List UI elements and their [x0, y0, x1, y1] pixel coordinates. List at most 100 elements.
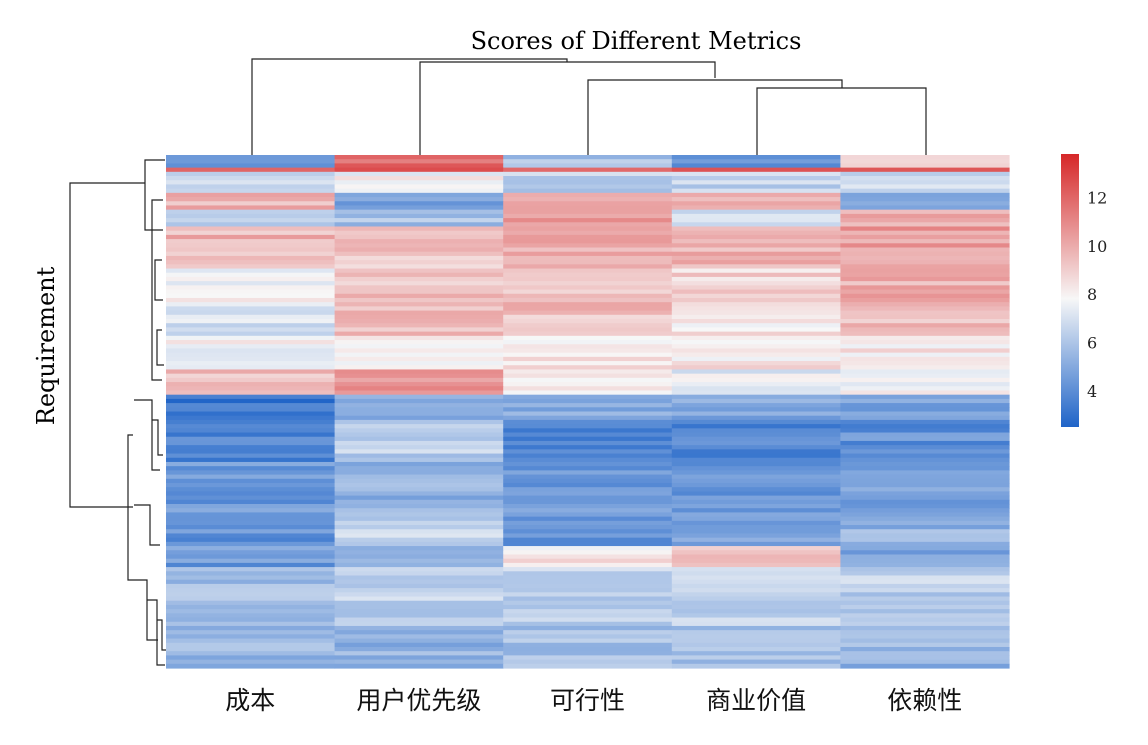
- heatmap-cell: [503, 348, 673, 354]
- heatmap-cell: [503, 188, 673, 194]
- heatmap-cell: [840, 411, 1010, 417]
- heatmap-cell: [334, 504, 504, 509]
- heatmap-cell: [166, 449, 336, 455]
- heatmap-cell: [166, 520, 336, 526]
- heatmap-cell: [166, 268, 336, 274]
- heatmap-cell: [840, 171, 1010, 177]
- heatmap-cell: [334, 293, 504, 299]
- heatmap-cell: [671, 230, 841, 236]
- heatmap-cell: [334, 394, 504, 400]
- heatmap-cell: [334, 655, 504, 661]
- heatmap-cell: [334, 369, 504, 375]
- heatmap-cell: [671, 218, 841, 223]
- heatmap-cell: [166, 365, 336, 371]
- heatmap-cell: [503, 264, 673, 270]
- heatmap-cell: [334, 449, 504, 455]
- heatmap-cell: [503, 625, 673, 631]
- heatmap-cell: [503, 592, 673, 598]
- heatmap-cell: [503, 529, 673, 535]
- heatmap-cell: [166, 318, 336, 324]
- heatmap-cell: [334, 310, 504, 316]
- heatmap-cell: [840, 541, 1010, 547]
- heatmap-cell: [503, 335, 673, 341]
- heatmap-cell: [503, 411, 673, 417]
- heatmap-cell: [671, 604, 841, 610]
- heatmap-cell: [840, 415, 1010, 421]
- heatmap-cell: [334, 659, 504, 665]
- column-dendrogram: [251, 58, 927, 155]
- heatmap-cell: [334, 285, 504, 291]
- heatmap-cell: [503, 247, 673, 253]
- heatmap-cell: [671, 268, 841, 274]
- heatmap-cell: [671, 180, 841, 186]
- heatmap-cell: [671, 466, 841, 471]
- heatmap-cell: [503, 281, 673, 286]
- heatmap-cell: [671, 583, 841, 589]
- heatmap-cell: [671, 377, 841, 383]
- heatmap-cell: [671, 600, 841, 606]
- heatmap-cell: [334, 226, 504, 232]
- heatmap-cell: [166, 340, 336, 345]
- heatmap-cell: [671, 306, 841, 312]
- heatmap-cell: [334, 411, 504, 417]
- heatmap-cell: [840, 613, 1010, 619]
- heatmap-cell: [840, 247, 1010, 253]
- heatmap-cell: [671, 373, 841, 379]
- heatmap-cell: [840, 588, 1010, 593]
- heatmap-cell: [671, 205, 841, 211]
- heatmap-cell: [503, 495, 673, 501]
- heatmap-cell: [671, 617, 841, 623]
- heatmap-cell: [840, 407, 1010, 413]
- heatmap-cell: [840, 466, 1010, 471]
- heatmap-cell: [503, 331, 673, 337]
- heatmap-cell: [503, 306, 673, 312]
- heatmap-cell: [503, 499, 673, 505]
- heatmap-cell: [334, 180, 504, 186]
- heatmap-cell: [840, 159, 1010, 164]
- heatmap-cell: [503, 255, 673, 261]
- heatmap-cell: [840, 546, 1010, 551]
- heatmap-cell: [503, 663, 673, 669]
- heatmap-cell: [671, 453, 841, 459]
- heatmap-cell: [334, 218, 504, 223]
- row-dendro-link: [69, 182, 145, 508]
- heatmap-cell: [334, 575, 504, 581]
- heatmap-cell: [166, 159, 336, 164]
- heatmap-cell: [334, 621, 504, 627]
- heatmap-cell: [503, 407, 673, 413]
- heatmap-cell: [334, 457, 504, 463]
- col-dendro-link: [756, 87, 927, 155]
- heatmap-cell: [840, 344, 1010, 350]
- heatmap-cell: [840, 659, 1010, 665]
- heatmap-cell: [166, 617, 336, 623]
- heatmap-cell: [840, 230, 1010, 236]
- heatmap-cell: [671, 567, 841, 572]
- heatmap-cell: [671, 508, 841, 514]
- heatmap-cell: [166, 234, 336, 240]
- heatmap-cell: [334, 234, 504, 240]
- heatmap-cell: [166, 445, 336, 450]
- heatmap-cell: [840, 508, 1010, 514]
- heatmap-cell: [166, 537, 336, 543]
- heatmap-cell: [671, 630, 841, 635]
- heatmap-cell: [671, 449, 841, 455]
- heatmap-cell: [671, 356, 841, 362]
- heatmap-cell: [334, 289, 504, 295]
- heatmap-cell: [166, 550, 336, 556]
- heatmap-cell: [166, 440, 336, 446]
- heatmap-cells: [166, 155, 1010, 669]
- heatmap-cell: [503, 293, 673, 299]
- heatmap-cell: [840, 504, 1010, 509]
- heatmap-cell: [671, 255, 841, 261]
- heatmap-cell: [166, 205, 336, 211]
- heatmap-cell: [671, 247, 841, 253]
- heatmap-cell: [334, 209, 504, 215]
- heatmap-cell: [671, 163, 841, 169]
- heatmap-cell: [671, 201, 841, 207]
- heatmap-cell: [334, 348, 504, 354]
- heatmap-cell: [166, 398, 336, 404]
- heatmap-cell: [503, 356, 673, 362]
- heatmap-cell: [503, 239, 673, 244]
- heatmap-cell: [671, 436, 841, 442]
- heatmap-cell: [503, 361, 673, 366]
